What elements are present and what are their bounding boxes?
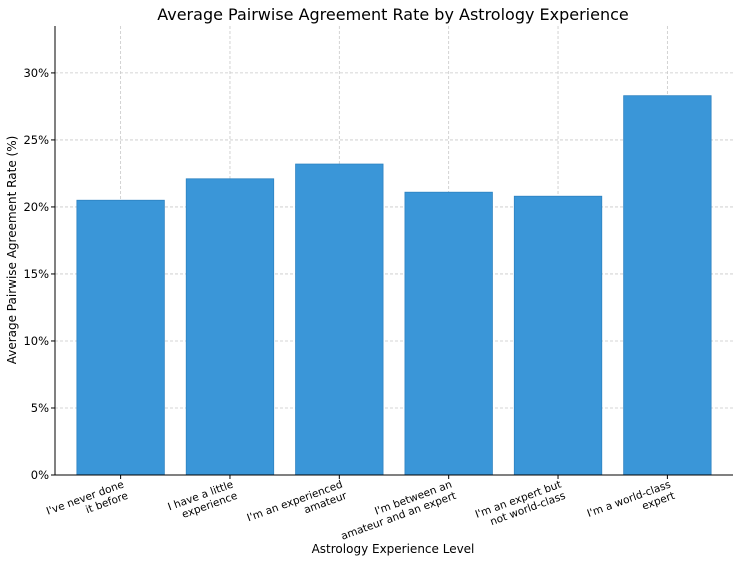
x-tick-label: I'm between anamateur and an expert [335,479,457,543]
x-tick-label: I'm a world-classexpert [586,479,677,532]
y-tick-labels: 0% 5% 10% 15% 20% 25% 30% [23,66,49,482]
y-tick-label: 0% [31,468,49,482]
bar [513,195,603,476]
y-tick-label: 10% [23,334,49,348]
bar [404,191,493,476]
x-tick-label: I have a littleexperience [166,479,239,525]
x-tick-label: I'm an expert butnot world-class [474,479,568,533]
y-tick-label: 15% [23,267,49,281]
bar [295,163,384,476]
bar [185,178,275,476]
bar [76,199,165,476]
axes [51,26,733,479]
x-tick-label: I've never doneit before [45,479,130,529]
x-tick-label: I'm an experiencedamateur [245,478,349,535]
y-tick-label: 30% [23,66,49,80]
x-axis-label: Astrology Experience Level [312,542,475,556]
x-tick-labels: I've never doneit before I have a littlee… [45,478,677,543]
y-tick-label: 20% [23,200,49,214]
y-tick-label: 5% [31,401,49,415]
bar [623,95,712,476]
y-tick-label: 25% [23,133,49,147]
gridlines [55,26,733,476]
y-axis-label: Average Pairwise Agreement Rate (%) [5,136,19,365]
bars [76,95,712,476]
chart-title: Average Pairwise Agreement Rate by Astro… [157,5,629,24]
